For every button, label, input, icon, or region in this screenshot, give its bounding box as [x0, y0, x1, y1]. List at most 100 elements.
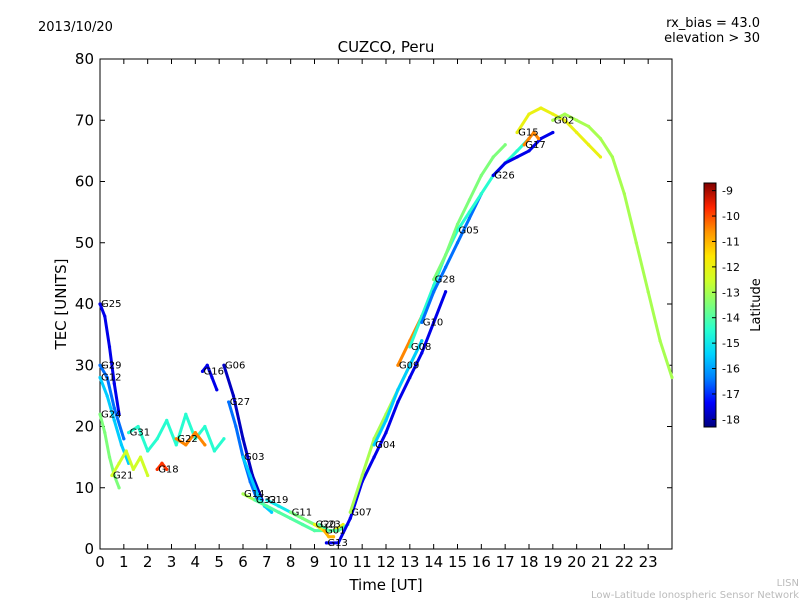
series-g26-point [539, 137, 543, 141]
series-g29-point [112, 406, 116, 410]
series-g02-point [646, 290, 650, 294]
chart-title: CUZCO, Peru [338, 38, 435, 56]
series-g28-point [467, 198, 472, 202]
series-g32-point [300, 522, 305, 527]
series-g10-point [455, 241, 460, 245]
x-tick-label: 22 [615, 553, 634, 571]
colorbar-tick-label: -13 [722, 286, 740, 299]
series-g24-point [117, 486, 121, 490]
y-tick-label: 0 [84, 540, 94, 558]
series-g27-point [234, 424, 238, 429]
x-tick-label: 1 [119, 553, 129, 571]
org-long: Low-Latitude Ionospheric Sensor Network [591, 590, 799, 600]
satellite-labels: G25G29G12G24G21G31G22G18G16G06G27G03G14G… [101, 115, 574, 549]
series-g13-point [432, 320, 436, 324]
plot-frame [99, 58, 673, 550]
series-label-g21: G21 [113, 471, 133, 482]
series-g02-point [575, 118, 579, 122]
series-g05-point [455, 228, 460, 233]
series-g15-point [575, 130, 579, 135]
x-tick-label: 5 [214, 553, 224, 571]
series-g05-point [515, 149, 519, 153]
series-g13-point [396, 400, 400, 404]
series-g10-point [443, 265, 448, 269]
series-label-g15: G15 [518, 128, 538, 139]
series-g21-point [110, 473, 114, 478]
series-g21-point [124, 449, 128, 453]
series-g08-point [432, 284, 436, 288]
series-g32-point [289, 516, 293, 520]
series-label-g01: G01 [325, 526, 345, 537]
series-g02-point [586, 124, 591, 128]
series-g28-point [443, 253, 448, 257]
series-label-g11: G11 [292, 507, 312, 518]
series-g25-point [117, 412, 121, 416]
series-g22-point [174, 437, 178, 441]
x-tick-label: 0 [95, 553, 105, 571]
series-g17-point [527, 137, 531, 141]
series-g31-point [174, 443, 178, 447]
y-tick-label: 60 [75, 173, 94, 191]
series-label-g03: G03 [244, 452, 264, 463]
y-tick-label: 20 [75, 418, 94, 436]
series-g15-point [586, 143, 591, 147]
series-label-g31: G31 [130, 428, 150, 439]
series-g15-point [563, 118, 567, 122]
series-label-g29: G29 [101, 360, 121, 371]
series-g07-point [372, 437, 376, 441]
series-g31-point [212, 449, 216, 453]
series-label-g25: G25 [101, 299, 121, 310]
x-tick-label: 2 [143, 553, 153, 571]
series-g15-point [527, 112, 531, 116]
series-g21-point [146, 473, 150, 478]
series-g11-point [300, 516, 305, 520]
series-g17-line [522, 131, 540, 147]
series-g18-point [165, 467, 169, 471]
series-g09-point [396, 363, 400, 367]
series-g10-point [467, 216, 472, 220]
series-g23-point [327, 529, 331, 533]
series-label-g28: G28 [435, 275, 455, 286]
series-g16-point [200, 369, 205, 373]
series-g32-point [265, 504, 269, 508]
series-g04-point [408, 363, 412, 367]
colorbar-tick-label: -17 [722, 388, 740, 401]
series-g26-line [491, 131, 555, 177]
series-g07-point [348, 510, 352, 514]
series-g22-point [184, 443, 188, 447]
series-g02-point [551, 118, 555, 122]
colorbar-tick-label: -14 [722, 312, 740, 325]
x-tick-label: 4 [191, 553, 201, 571]
rx-bias-label: rx_bias = 43.0 [666, 16, 760, 31]
series-g24-point [98, 412, 102, 416]
series-g26-point [515, 155, 519, 159]
x-tick-label: 7 [262, 553, 272, 571]
series-g31-point [222, 437, 226, 441]
series-g04-point [372, 443, 376, 447]
series-g21-point [131, 467, 135, 471]
x-axis-ticks: 0 1 2 3 4 5 6 7 8 9 10 11 12 13 14 15 16 17 18 19 20 21 22 23 [95, 59, 658, 571]
series-g08-point [408, 345, 412, 349]
series-g13-point [372, 455, 376, 459]
series-label-g05: G05 [459, 226, 479, 237]
series-g06-point [241, 437, 245, 441]
series-g16-line [201, 363, 219, 392]
colorbar-label: Latitude [749, 278, 764, 332]
series-g13-point [324, 541, 329, 545]
x-tick-label: 10 [329, 553, 348, 571]
colorbar-tick-label: -12 [722, 261, 740, 274]
series-g04-point [420, 339, 424, 343]
series-g23-line [317, 523, 350, 533]
series-layer [98, 106, 674, 545]
x-tick-label: 15 [448, 553, 467, 571]
series-g16-point [205, 363, 209, 367]
series-g05-point [479, 192, 483, 196]
series-g02-point [622, 192, 626, 196]
series-g02-point [610, 155, 615, 159]
series-label-g07: G07 [351, 507, 371, 518]
series-g06-point [231, 394, 236, 398]
series-g27-point [227, 400, 231, 404]
x-tick-label: 6 [238, 553, 248, 571]
series-g25-point [107, 345, 112, 349]
series-g22-line [174, 431, 207, 447]
